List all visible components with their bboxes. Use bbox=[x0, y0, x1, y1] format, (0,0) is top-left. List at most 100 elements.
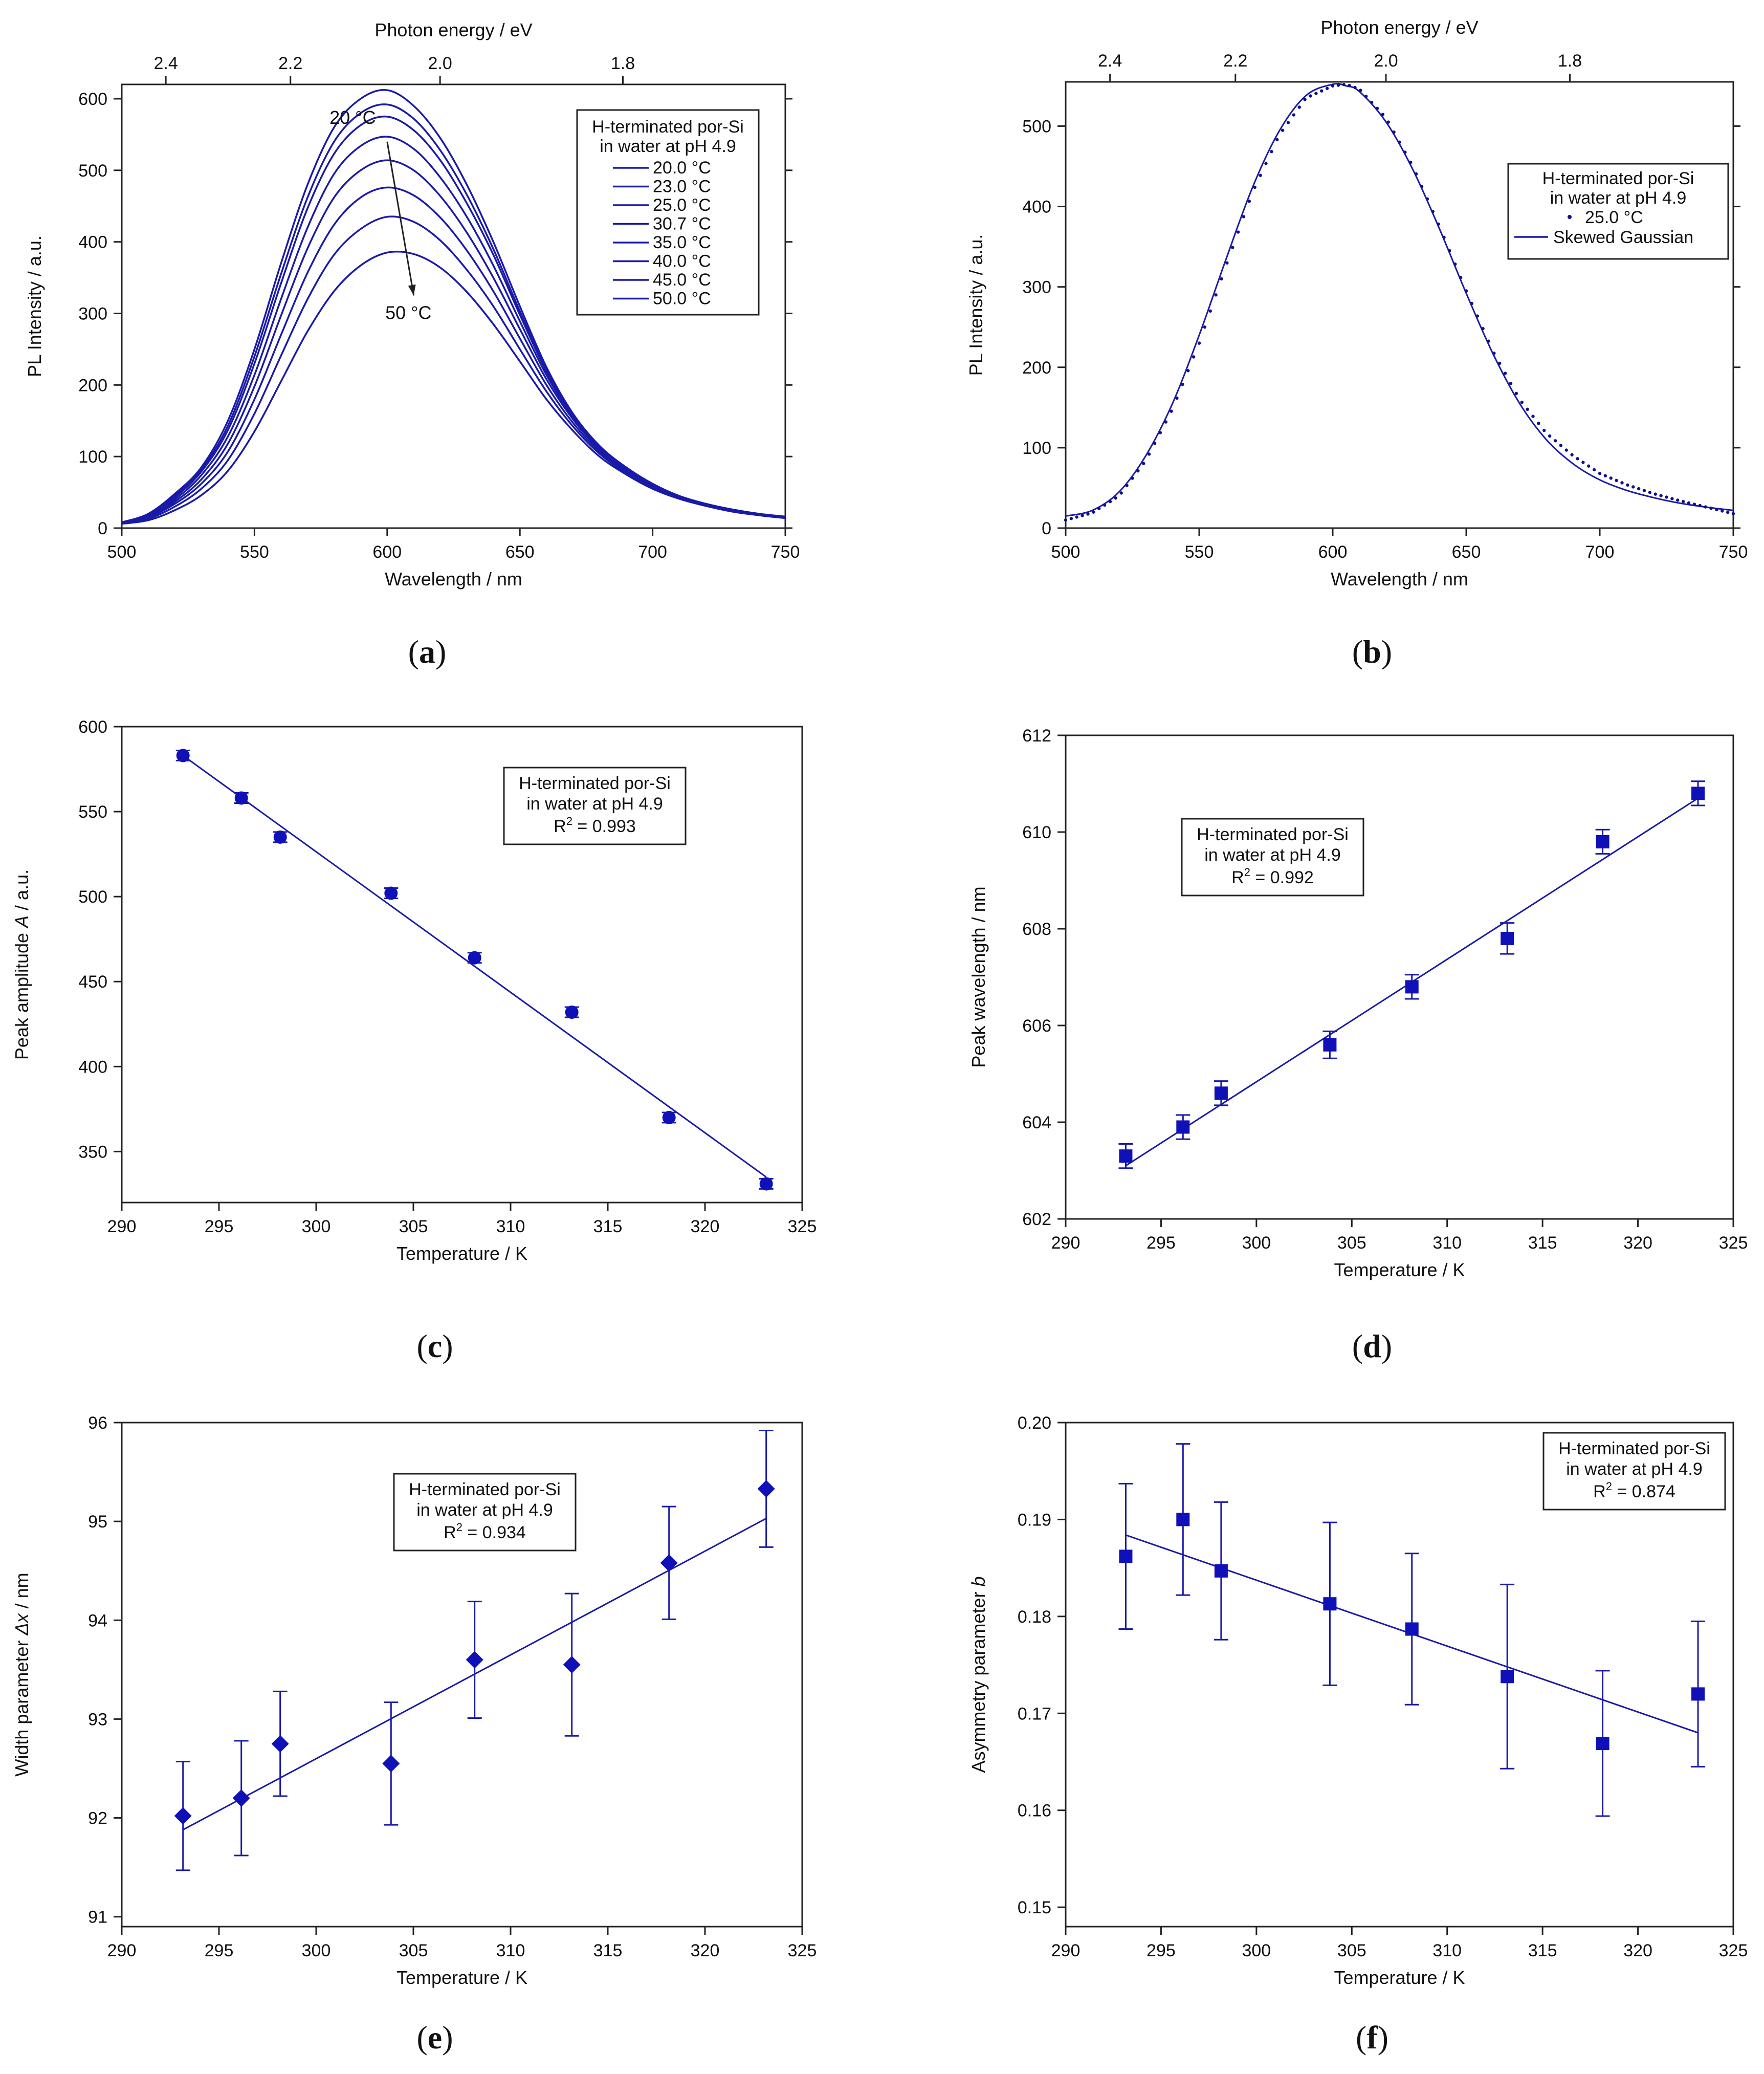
panel-caption: (d) bbox=[1352, 1328, 1392, 1364]
y-tick-label: 602 bbox=[1022, 1210, 1051, 1229]
legend-box bbox=[1542, 1432, 1726, 1511]
legend-r-squared: R2 = 0.874 bbox=[1593, 1480, 1675, 1501]
caption-open: ( bbox=[1352, 1328, 1363, 1364]
y-axis-label-part: / a.u. bbox=[11, 869, 32, 915]
y-tick-label: 0.18 bbox=[1018, 1607, 1051, 1627]
data-point bbox=[1692, 503, 1696, 506]
superscript-two: 2 bbox=[1244, 866, 1250, 879]
x-tick-label: 310 bbox=[496, 1217, 525, 1236]
x-tick-label: 310 bbox=[1432, 1233, 1462, 1253]
x-tick-label: 315 bbox=[593, 1217, 623, 1236]
x-tick-label: 315 bbox=[1528, 1941, 1557, 1960]
r-squared-value: = 0.993 bbox=[572, 817, 636, 836]
superscript-two: 2 bbox=[1606, 1480, 1612, 1493]
data-point bbox=[1114, 496, 1118, 500]
data-point bbox=[1537, 422, 1540, 425]
y-tick-label: 0.15 bbox=[1018, 1898, 1051, 1917]
data-point bbox=[1576, 457, 1579, 461]
x2-tick-label: 2.2 bbox=[278, 54, 302, 73]
data-point bbox=[1342, 83, 1346, 86]
data-point bbox=[1097, 507, 1101, 511]
x-tick-label: 750 bbox=[1719, 542, 1748, 562]
data-point bbox=[1075, 515, 1078, 519]
legend-box bbox=[1507, 163, 1729, 260]
panel-f: 290 295 300 305 310 315 320 325 0.15 0.16 0.17 0.18… bbox=[968, 1413, 1748, 2056]
y-tick-label: 400 bbox=[1022, 198, 1051, 217]
data-point bbox=[1242, 215, 1246, 219]
legend-box bbox=[393, 1473, 577, 1552]
y-tick-label: 0.16 bbox=[1018, 1801, 1051, 1821]
x-tick-label: 295 bbox=[205, 1941, 234, 1960]
data-point bbox=[1147, 452, 1151, 456]
x2-tick-label: 2.4 bbox=[1098, 51, 1122, 71]
data-point bbox=[757, 1480, 775, 1498]
x-tick-label: 700 bbox=[1585, 542, 1615, 562]
x-tick-label: 305 bbox=[399, 1941, 428, 1960]
fit-line bbox=[1065, 83, 1734, 517]
caption-open: ( bbox=[408, 634, 419, 670]
data-point bbox=[1520, 400, 1524, 404]
data-point bbox=[1119, 491, 1123, 495]
x-axis-label: Temperature / K bbox=[396, 1967, 527, 1988]
data-point bbox=[1092, 510, 1095, 514]
x-tick-label: 295 bbox=[205, 1217, 234, 1236]
plot-frame bbox=[121, 726, 803, 1204]
data-point bbox=[1448, 249, 1451, 253]
data-point bbox=[1553, 439, 1557, 443]
data-point bbox=[1153, 442, 1157, 445]
data-point bbox=[1405, 1622, 1419, 1636]
data-point bbox=[1181, 382, 1184, 386]
y-axis-label: PL Intensity / a.u. bbox=[24, 235, 45, 377]
data-point bbox=[1081, 514, 1084, 517]
data-point bbox=[1437, 222, 1440, 226]
y-tick-label: 200 bbox=[78, 376, 107, 395]
data-point bbox=[1414, 172, 1418, 176]
x-tick-label: 320 bbox=[1623, 1233, 1652, 1253]
data-point bbox=[1698, 504, 1702, 508]
data-point bbox=[1470, 301, 1474, 305]
legend-entry: Skewed Gaussian bbox=[1553, 228, 1693, 247]
caption-close: ) bbox=[442, 1328, 453, 1364]
legend-box bbox=[1181, 818, 1364, 897]
panel-a: 500 550 600 650 700 750 0 100 200 300 400 500 600 Wav… bbox=[24, 19, 800, 670]
x-tick-label: 320 bbox=[691, 1941, 720, 1960]
data-point bbox=[1381, 113, 1385, 116]
data-point bbox=[1704, 505, 1707, 509]
y-axis-label-part: A bbox=[11, 915, 32, 929]
data-point bbox=[384, 886, 398, 900]
y-tick-label: 400 bbox=[78, 1057, 107, 1077]
legend-title: in water at pH 4.9 bbox=[526, 794, 663, 814]
y-axis-label-part: b bbox=[968, 1576, 989, 1586]
data-point bbox=[1492, 352, 1496, 355]
caption-open: ( bbox=[416, 1328, 427, 1364]
legend-title: in water at pH 4.9 bbox=[1566, 1459, 1702, 1479]
x-tick-label: 315 bbox=[1528, 1233, 1557, 1253]
caption-open: ( bbox=[416, 2019, 427, 2056]
legend-box bbox=[503, 767, 687, 845]
data-point bbox=[1370, 100, 1374, 104]
data-point bbox=[1665, 495, 1668, 499]
data-point bbox=[1691, 787, 1705, 800]
data-point bbox=[1487, 339, 1490, 343]
data-point bbox=[759, 1177, 773, 1191]
legend-title: in water at pH 4.9 bbox=[1204, 845, 1340, 865]
data-point bbox=[1403, 150, 1407, 154]
data-point bbox=[273, 830, 287, 844]
data-point bbox=[1609, 476, 1613, 480]
x-tick-label: 500 bbox=[1051, 542, 1081, 562]
data-point bbox=[1721, 509, 1724, 513]
r-squared-value: = 0.992 bbox=[1250, 868, 1314, 887]
plot-frame bbox=[1065, 1422, 1734, 1928]
data-point bbox=[563, 1656, 581, 1674]
x-tick-label: 310 bbox=[1432, 1941, 1462, 1960]
data-point bbox=[1453, 262, 1457, 266]
temperature-annotation: 20 °C bbox=[329, 107, 376, 128]
data-point bbox=[1119, 1549, 1133, 1563]
legend-r-squared: R2 = 0.934 bbox=[444, 1521, 526, 1542]
panel-c: 290 295 300 305 310 315 320 325 350 400 450 500 550 6… bbox=[11, 717, 817, 1364]
data-point bbox=[1214, 293, 1218, 297]
r-symbol: R bbox=[1231, 868, 1244, 887]
data-point bbox=[1392, 130, 1396, 134]
legend-title: in water at pH 4.9 bbox=[1550, 188, 1686, 208]
x-axis-label: Temperature / K bbox=[396, 1243, 527, 1264]
